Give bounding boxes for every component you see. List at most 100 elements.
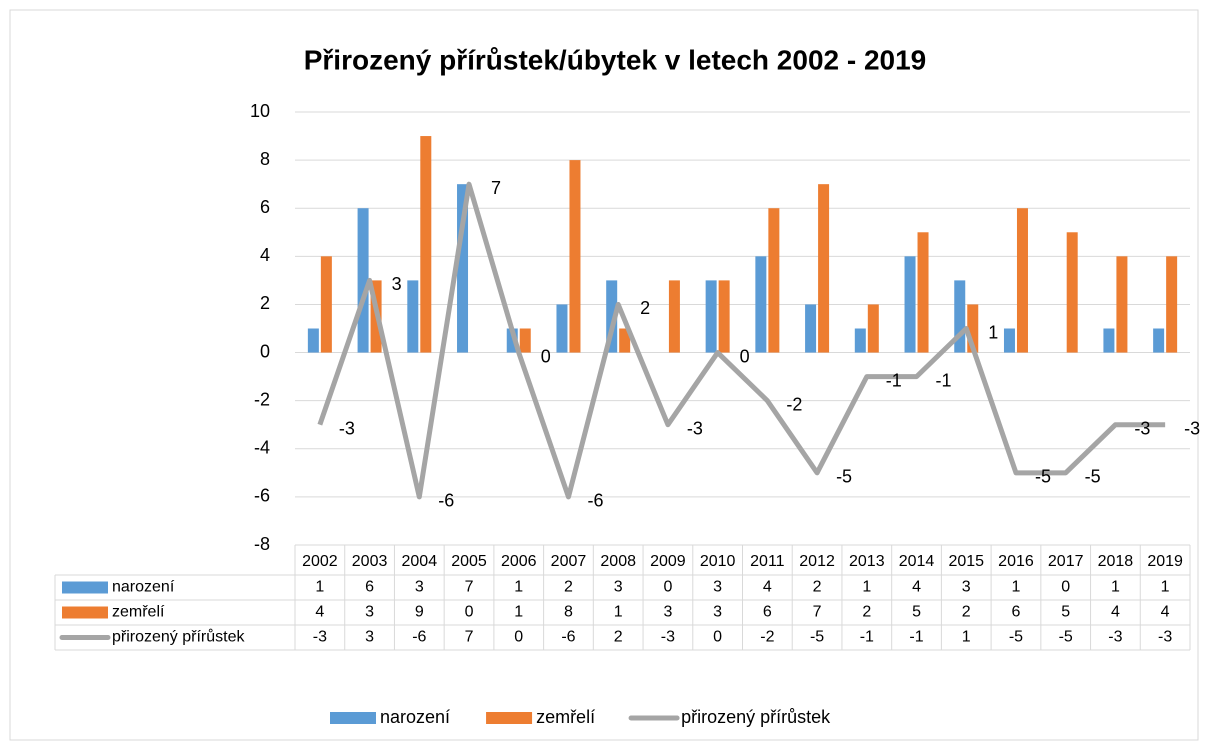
bar [1066,232,1078,353]
bar [407,280,419,353]
table-cell: 0 [713,629,722,646]
data-label: 0 [541,346,551,366]
bar [357,208,369,353]
legend-key [330,712,376,724]
table-cell: 3 [713,579,722,596]
table-cell: 1 [514,604,523,621]
table-row-label: přirozený přírůstek [112,628,245,646]
y-tick-label: 0 [260,341,270,361]
data-label: 0 [740,346,750,366]
data-label: -1 [886,370,902,390]
data-label: 7 [491,178,501,198]
table-cell: 2 [813,579,822,596]
bar [1016,208,1028,353]
x-tick-label: 2002 [302,553,338,570]
bar [904,256,916,353]
table-cell: 6 [365,579,374,596]
table-cell: 8 [564,604,573,621]
x-tick-label: 2003 [352,553,388,570]
bar [755,256,767,353]
data-label: -5 [836,467,852,487]
table-cell: -6 [561,629,575,646]
data-label: 3 [392,274,402,294]
table-cell: 2 [862,604,871,621]
table-cell: 3 [365,629,374,646]
x-tick-label: 2008 [600,553,636,570]
y-tick-label: -4 [254,438,270,458]
table-cell: 2 [564,579,573,596]
table-key [62,606,108,619]
bar [818,184,830,353]
line [317,181,1166,500]
table-cell: 1 [962,629,971,646]
table-cell: 9 [415,604,424,621]
x-tick-label: 2011 [750,553,785,570]
table-cell: 7 [465,629,474,646]
bar [519,328,531,353]
table-cell: 1 [862,579,871,596]
legend-key [486,712,533,724]
bar [506,328,518,353]
legend-label: přirozený přírůstek [681,707,831,727]
bar [917,232,929,353]
table-cell: 3 [663,604,672,621]
table-cell: 4 [763,579,772,596]
table-cell: 1 [514,579,523,596]
x-tick-label: 2014 [899,553,935,570]
table-cell: -6 [412,629,426,646]
bar [705,280,717,353]
x-tick-label: 2006 [501,553,537,570]
table-cell: 1 [1012,579,1021,596]
table-cell: 0 [1061,579,1070,596]
table-cell: -3 [1108,629,1122,646]
x-tick-label: 2016 [998,553,1034,570]
bar [718,280,730,353]
bar [569,160,581,353]
table-cell: 0 [465,604,474,621]
bar [967,304,979,353]
data-label: -6 [438,491,454,511]
bar [320,256,332,353]
table-cell: 6 [1012,604,1021,621]
table-cell: 1 [1111,579,1120,596]
bar [619,328,631,353]
bar [768,208,780,353]
table-row-label: narození [112,579,175,596]
table-cell: -5 [1059,629,1073,646]
data-label: -3 [687,418,703,438]
x-tick-label: 2005 [451,553,487,570]
table-cell: 3 [614,579,623,596]
data-label: -3 [1134,418,1150,438]
table-cell: -5 [810,629,824,646]
legend-label: narození [380,707,450,727]
y-tick-label: -6 [254,486,270,506]
table-cell: 3 [962,579,971,596]
data-label: -3 [339,418,355,438]
bar [954,280,966,353]
data-label: 1 [988,322,998,342]
data-label: -1 [936,370,952,390]
bar [1003,328,1015,353]
table-cell: 4 [315,604,324,621]
table-cell: 4 [912,579,921,596]
table-cell: 1 [1161,579,1170,596]
table-cell: 7 [465,579,474,596]
x-tick-label: 2010 [700,553,736,570]
y-tick-label: 10 [250,101,270,121]
legend-label: zemřelí [536,707,595,727]
bar [668,280,680,353]
table-cell: -1 [909,629,923,646]
bar [1116,256,1128,353]
table-cell: -5 [1009,629,1023,646]
y-tick-label: -2 [254,389,270,409]
table-cell: 5 [1061,604,1070,621]
data-label: 2 [640,298,650,318]
table-cell: 4 [1111,604,1120,621]
table-row-label: zemřelí [112,604,165,621]
x-tick-label: 2007 [551,553,587,570]
data-label: -5 [1085,467,1101,487]
data-label: -5 [1035,467,1051,487]
bar [420,136,432,353]
x-tick-label: 2012 [799,553,835,570]
table-cell: 3 [415,579,424,596]
